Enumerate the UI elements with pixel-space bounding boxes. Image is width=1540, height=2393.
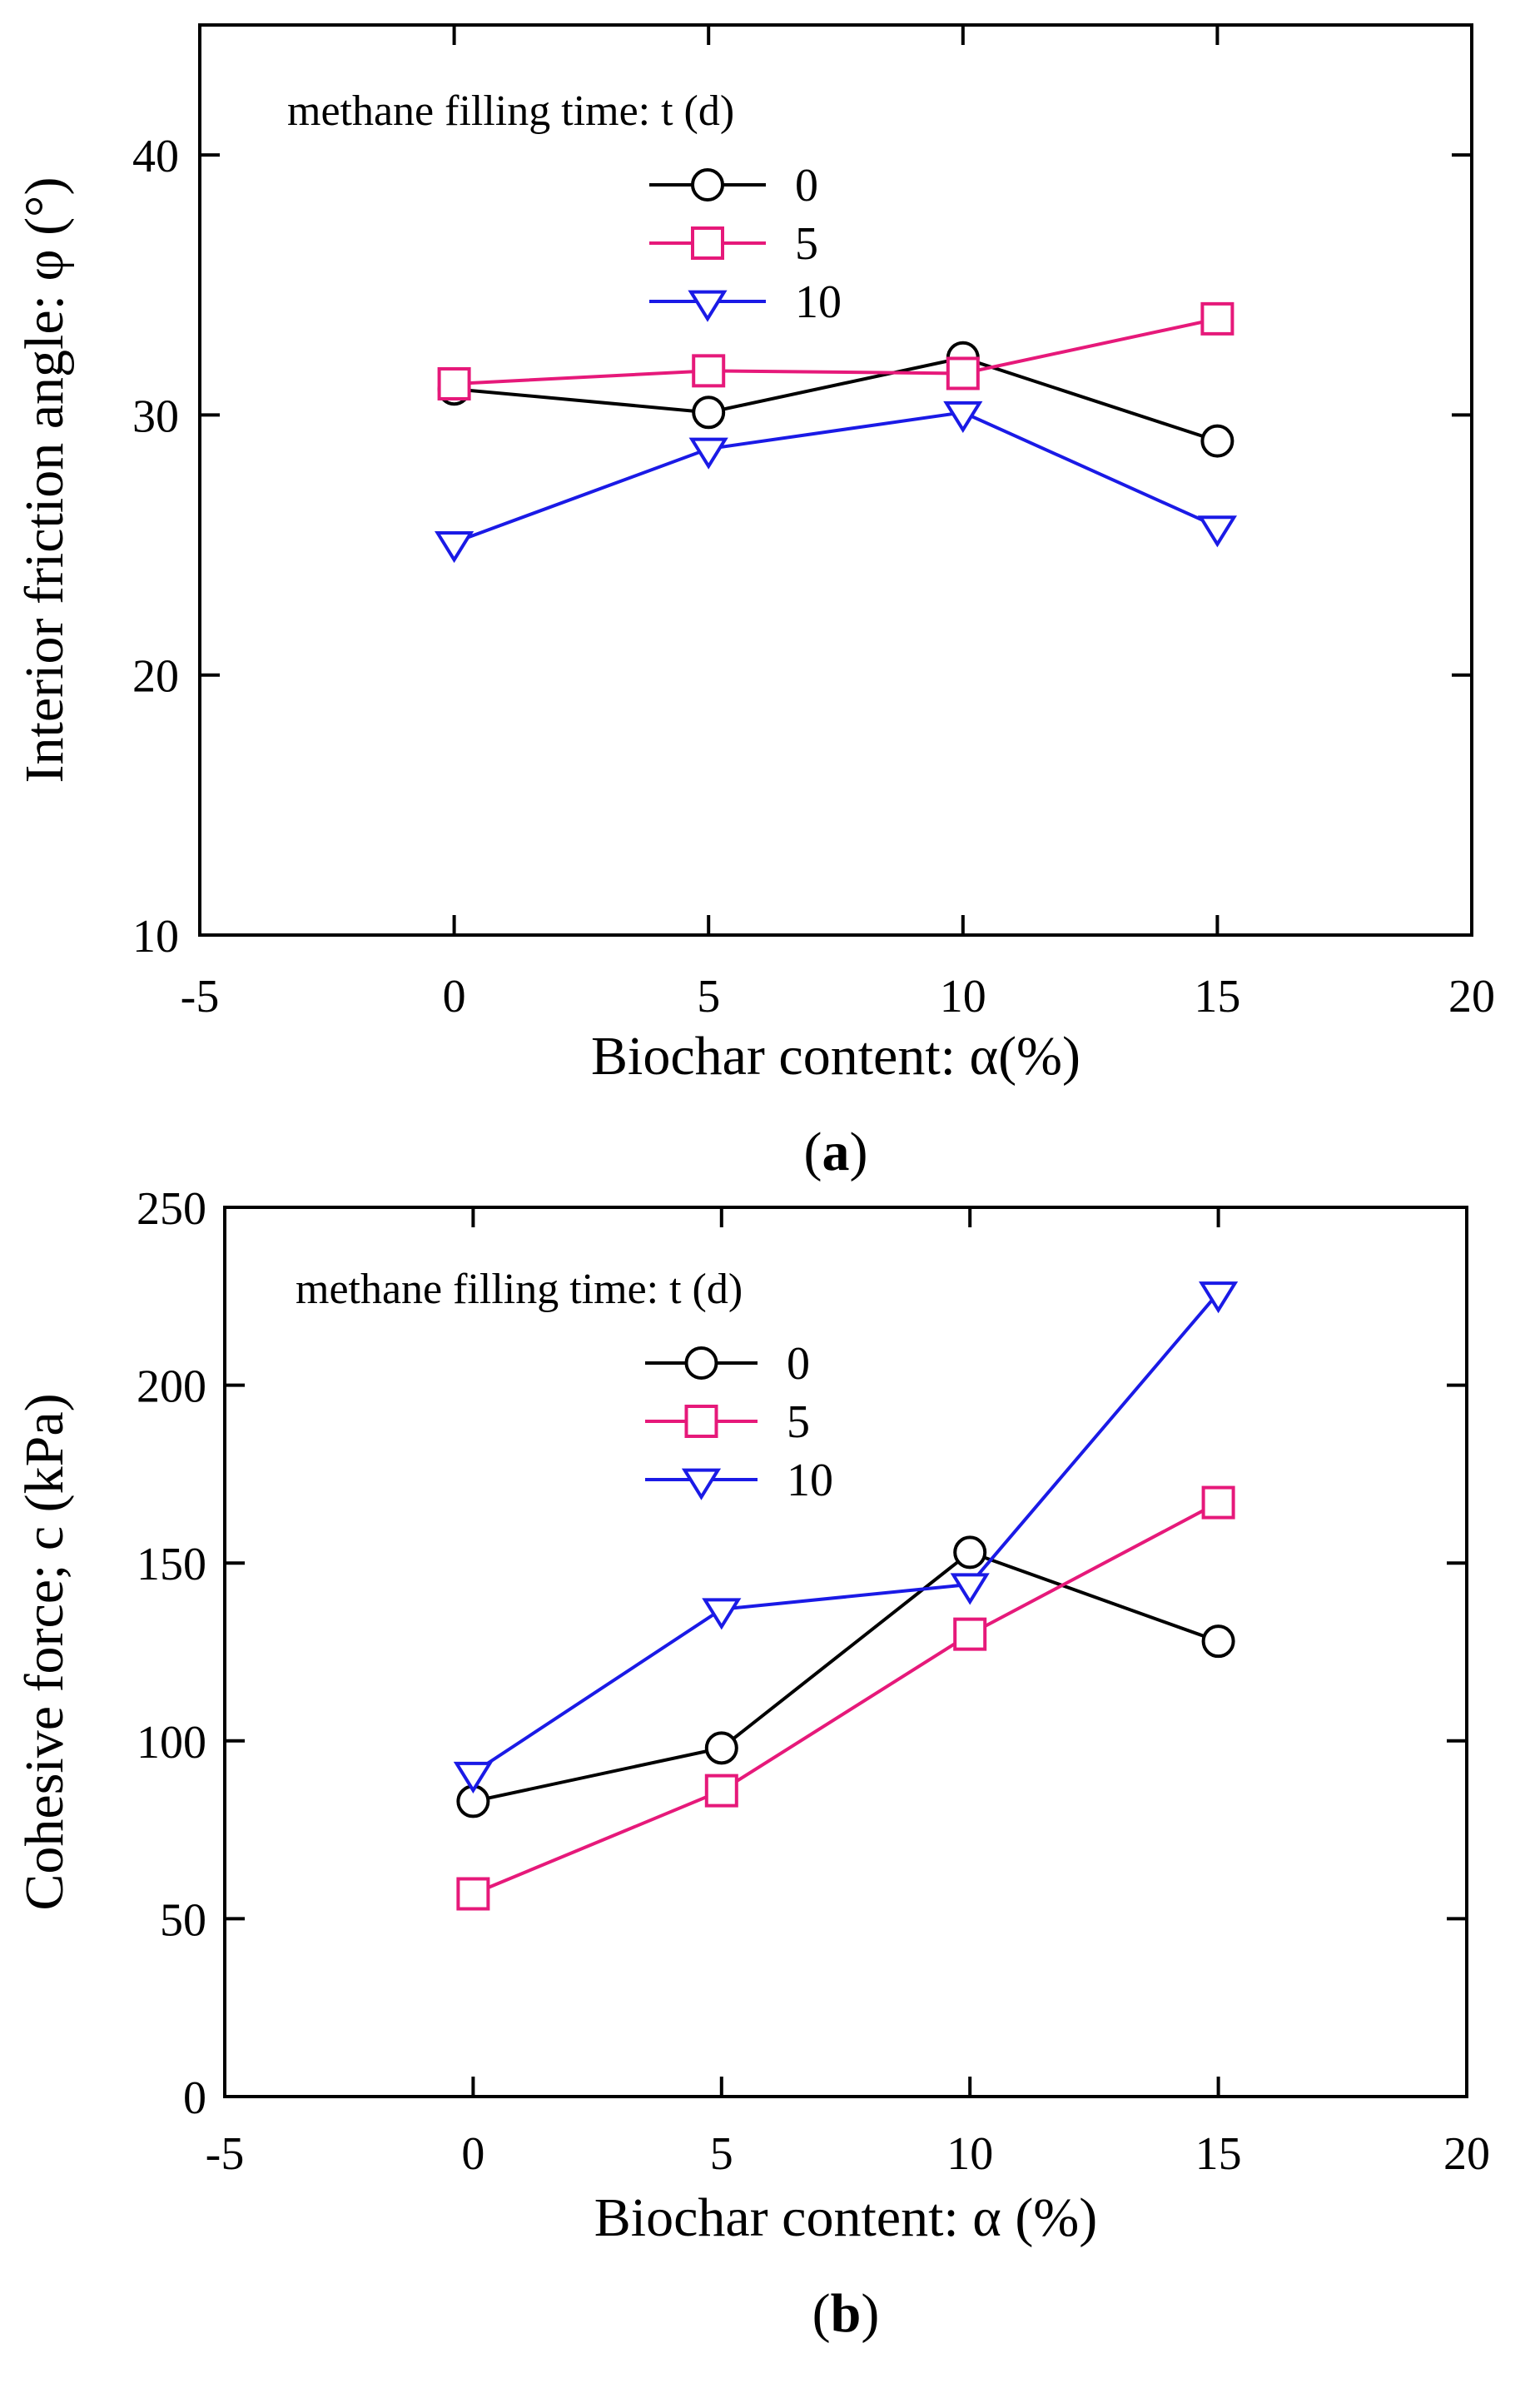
data-point-series-5 xyxy=(1200,301,1234,336)
x-axis-title: Biochar content: α(%) xyxy=(591,1026,1080,1087)
legend-title: methane filling time: t (d) xyxy=(287,87,734,135)
panel-caption: (a) xyxy=(804,1122,868,1182)
legend-label-0: 0 xyxy=(795,160,818,211)
x-tick-label: 0 xyxy=(443,971,466,1022)
plot-frame xyxy=(198,23,1473,937)
y-axis-title: Interior friction angle: φ (°) xyxy=(14,177,75,784)
x-tick-label: 5 xyxy=(697,971,720,1022)
x-tick-label: 15 xyxy=(1195,2128,1242,2180)
chart-panel-a: -5 0 5 10 15 20 10 20 30 40 Biochar content: α(%) I… xyxy=(14,23,1495,1182)
legend-title: methane filling time: t (d) xyxy=(296,1266,743,1313)
legend-label-5: 5 xyxy=(795,218,818,270)
series-line-0 xyxy=(472,1550,1220,1803)
x-tick-label: -5 xyxy=(206,2128,245,2180)
series-line-10 xyxy=(453,410,1219,545)
legend-marker-5 xyxy=(684,1405,718,1438)
series-line-5 xyxy=(454,316,1218,386)
x-axis-title: Biochar content: α (%) xyxy=(594,2187,1098,2248)
plot-frame xyxy=(223,1206,1468,2098)
series-line-10 xyxy=(472,1291,1220,1774)
data-point-series-0 xyxy=(1201,1624,1235,1659)
legend-marker-10 xyxy=(688,290,728,322)
series-line-5 xyxy=(472,1500,1220,1896)
data-point-series-10 xyxy=(702,1598,742,1630)
x-tick-label: 20 xyxy=(1443,2128,1490,2180)
y-tick-label: 50 xyxy=(160,1894,206,1946)
data-point-series-10 xyxy=(688,437,728,470)
series-line-0 xyxy=(454,356,1219,443)
data-point-series-5 xyxy=(953,1617,987,1651)
data-point-series-10 xyxy=(453,1761,493,1794)
x-tick-label: 15 xyxy=(1194,971,1240,1022)
legend-label-5: 5 xyxy=(787,1396,810,1448)
legend-marker-0 xyxy=(684,1346,718,1380)
data-point-series-10 xyxy=(1199,1281,1239,1314)
y-tick-label: 150 xyxy=(137,1539,206,1590)
data-point-series-5 xyxy=(1201,1485,1235,1520)
data-point-series-10 xyxy=(950,1573,990,1605)
legend-label-0: 0 xyxy=(787,1338,810,1390)
data-point-series-10 xyxy=(435,531,474,564)
data-point-series-5 xyxy=(692,354,726,388)
data-point-series-5 xyxy=(704,1774,738,1808)
x-tick-label: 10 xyxy=(940,971,986,1022)
y-axis-title: Cohesive force; c (kPa) xyxy=(14,1393,75,1910)
x-tick-label: 0 xyxy=(461,2128,484,2180)
x-tick-label: 10 xyxy=(946,2128,993,2180)
panel-caption: (b) xyxy=(812,2283,880,2344)
y-tick-label: 250 xyxy=(137,1183,206,1235)
data-point-series-0 xyxy=(692,396,726,430)
legend-marker-0 xyxy=(691,168,724,201)
data-point-series-5 xyxy=(456,1877,490,1911)
data-point-series-5 xyxy=(946,356,980,391)
data-point-series-10 xyxy=(943,400,983,434)
x-tick-label: 20 xyxy=(1448,971,1495,1022)
y-tick-label: 200 xyxy=(137,1361,206,1413)
data-point-series-0 xyxy=(953,1535,987,1570)
y-tick-label: 100 xyxy=(137,1717,206,1769)
data-point-series-0 xyxy=(1200,424,1234,458)
data-point-series-5 xyxy=(437,366,471,400)
x-tick-label: -5 xyxy=(181,971,220,1022)
legend-label-10: 10 xyxy=(795,276,842,328)
legend-marker-10 xyxy=(681,1468,722,1500)
data-point-series-0 xyxy=(704,1731,738,1765)
y-tick-label: 10 xyxy=(132,911,179,963)
legend-marker-5 xyxy=(691,226,724,260)
legend-label-10: 10 xyxy=(787,1455,833,1506)
y-tick-label: 0 xyxy=(183,2072,206,2124)
x-tick-label: 5 xyxy=(710,2128,733,2180)
y-tick-label: 20 xyxy=(132,651,179,703)
y-tick-label: 30 xyxy=(132,391,179,442)
data-point-series-10 xyxy=(1197,515,1237,548)
y-tick-label: 40 xyxy=(132,131,179,182)
